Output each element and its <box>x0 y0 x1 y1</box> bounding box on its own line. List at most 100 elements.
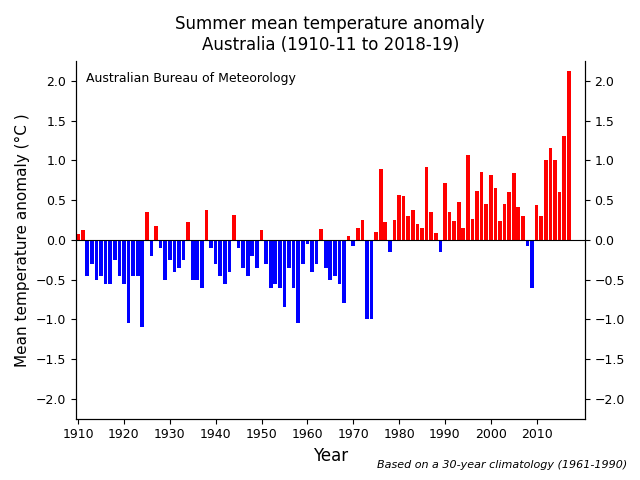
Bar <box>264 240 268 264</box>
Bar <box>512 173 516 240</box>
Bar <box>397 195 401 240</box>
Bar <box>493 188 497 240</box>
Bar <box>186 222 190 240</box>
Bar <box>530 240 534 288</box>
Bar <box>548 148 552 240</box>
Bar <box>246 240 250 276</box>
Bar <box>457 203 461 240</box>
Bar <box>218 240 222 276</box>
Bar <box>131 240 135 276</box>
Bar <box>498 221 502 240</box>
Bar <box>237 240 241 248</box>
Bar <box>338 240 341 284</box>
Bar <box>470 219 474 240</box>
Bar <box>292 240 296 288</box>
Bar <box>461 228 465 240</box>
Bar <box>489 175 493 240</box>
Bar <box>85 240 89 276</box>
Bar <box>328 240 332 279</box>
Text: Based on a 30-year climatology (1961-1990): Based on a 30-year climatology (1961-199… <box>377 460 627 470</box>
Bar <box>567 71 571 240</box>
Bar <box>438 240 442 252</box>
Bar <box>99 240 103 276</box>
Bar <box>145 212 148 240</box>
Bar <box>516 207 520 240</box>
Bar <box>525 240 529 246</box>
Bar <box>383 222 387 240</box>
Bar <box>319 228 323 240</box>
Bar <box>173 240 176 272</box>
Title: Summer mean temperature anomaly
Australia (1910-11 to 2018-19): Summer mean temperature anomaly Australi… <box>175 15 485 54</box>
Bar <box>122 240 126 284</box>
Bar <box>420 228 424 240</box>
Bar <box>182 240 186 260</box>
Bar <box>356 228 360 240</box>
Bar <box>177 240 181 268</box>
Bar <box>351 240 355 246</box>
Bar <box>200 240 204 288</box>
Bar <box>475 192 479 240</box>
Bar <box>205 210 208 240</box>
Bar <box>347 236 351 240</box>
Bar <box>241 240 245 268</box>
Bar <box>223 240 227 284</box>
Bar <box>113 240 116 260</box>
Bar <box>466 155 470 240</box>
Bar <box>315 240 318 264</box>
Bar <box>535 205 538 240</box>
Bar <box>415 224 419 240</box>
Bar <box>540 216 543 240</box>
Bar <box>118 240 121 276</box>
Bar <box>108 240 112 284</box>
Bar <box>283 240 286 307</box>
X-axis label: Year: Year <box>313 447 348 465</box>
Bar <box>154 226 158 240</box>
Bar <box>434 233 438 240</box>
Bar <box>250 240 254 256</box>
Bar <box>342 240 346 303</box>
Bar <box>553 160 557 240</box>
Bar <box>127 240 131 324</box>
Bar <box>521 216 525 240</box>
Bar <box>452 221 456 240</box>
Bar <box>443 182 447 240</box>
Bar <box>402 196 406 240</box>
Bar <box>104 240 108 284</box>
Bar <box>301 240 305 264</box>
Bar <box>214 240 218 264</box>
Bar <box>195 240 199 279</box>
Text: Australian Bureau of Meteorology: Australian Bureau of Meteorology <box>86 72 296 84</box>
Bar <box>310 240 314 272</box>
Bar <box>508 192 511 240</box>
Bar <box>140 240 144 327</box>
Bar <box>273 240 277 284</box>
Bar <box>480 172 483 240</box>
Bar <box>379 169 383 240</box>
Bar <box>159 240 163 248</box>
Bar <box>269 240 273 288</box>
Bar <box>81 230 84 240</box>
Bar <box>136 240 140 276</box>
Bar <box>374 232 378 240</box>
Bar <box>278 240 282 288</box>
Bar <box>296 240 300 324</box>
Bar <box>95 240 99 279</box>
Bar <box>168 240 172 260</box>
Bar <box>305 240 309 244</box>
Y-axis label: Mean temperature anomaly (°C ): Mean temperature anomaly (°C ) <box>15 113 30 367</box>
Bar <box>406 216 410 240</box>
Bar <box>388 240 392 252</box>
Bar <box>260 230 263 240</box>
Bar <box>232 215 236 240</box>
Bar <box>255 240 259 268</box>
Bar <box>209 240 213 248</box>
Bar <box>191 240 195 279</box>
Bar <box>411 210 415 240</box>
Bar <box>333 240 337 276</box>
Bar <box>393 220 396 240</box>
Bar <box>324 240 328 268</box>
Bar <box>429 212 433 240</box>
Bar <box>150 240 154 256</box>
Bar <box>563 136 566 240</box>
Bar <box>447 212 451 240</box>
